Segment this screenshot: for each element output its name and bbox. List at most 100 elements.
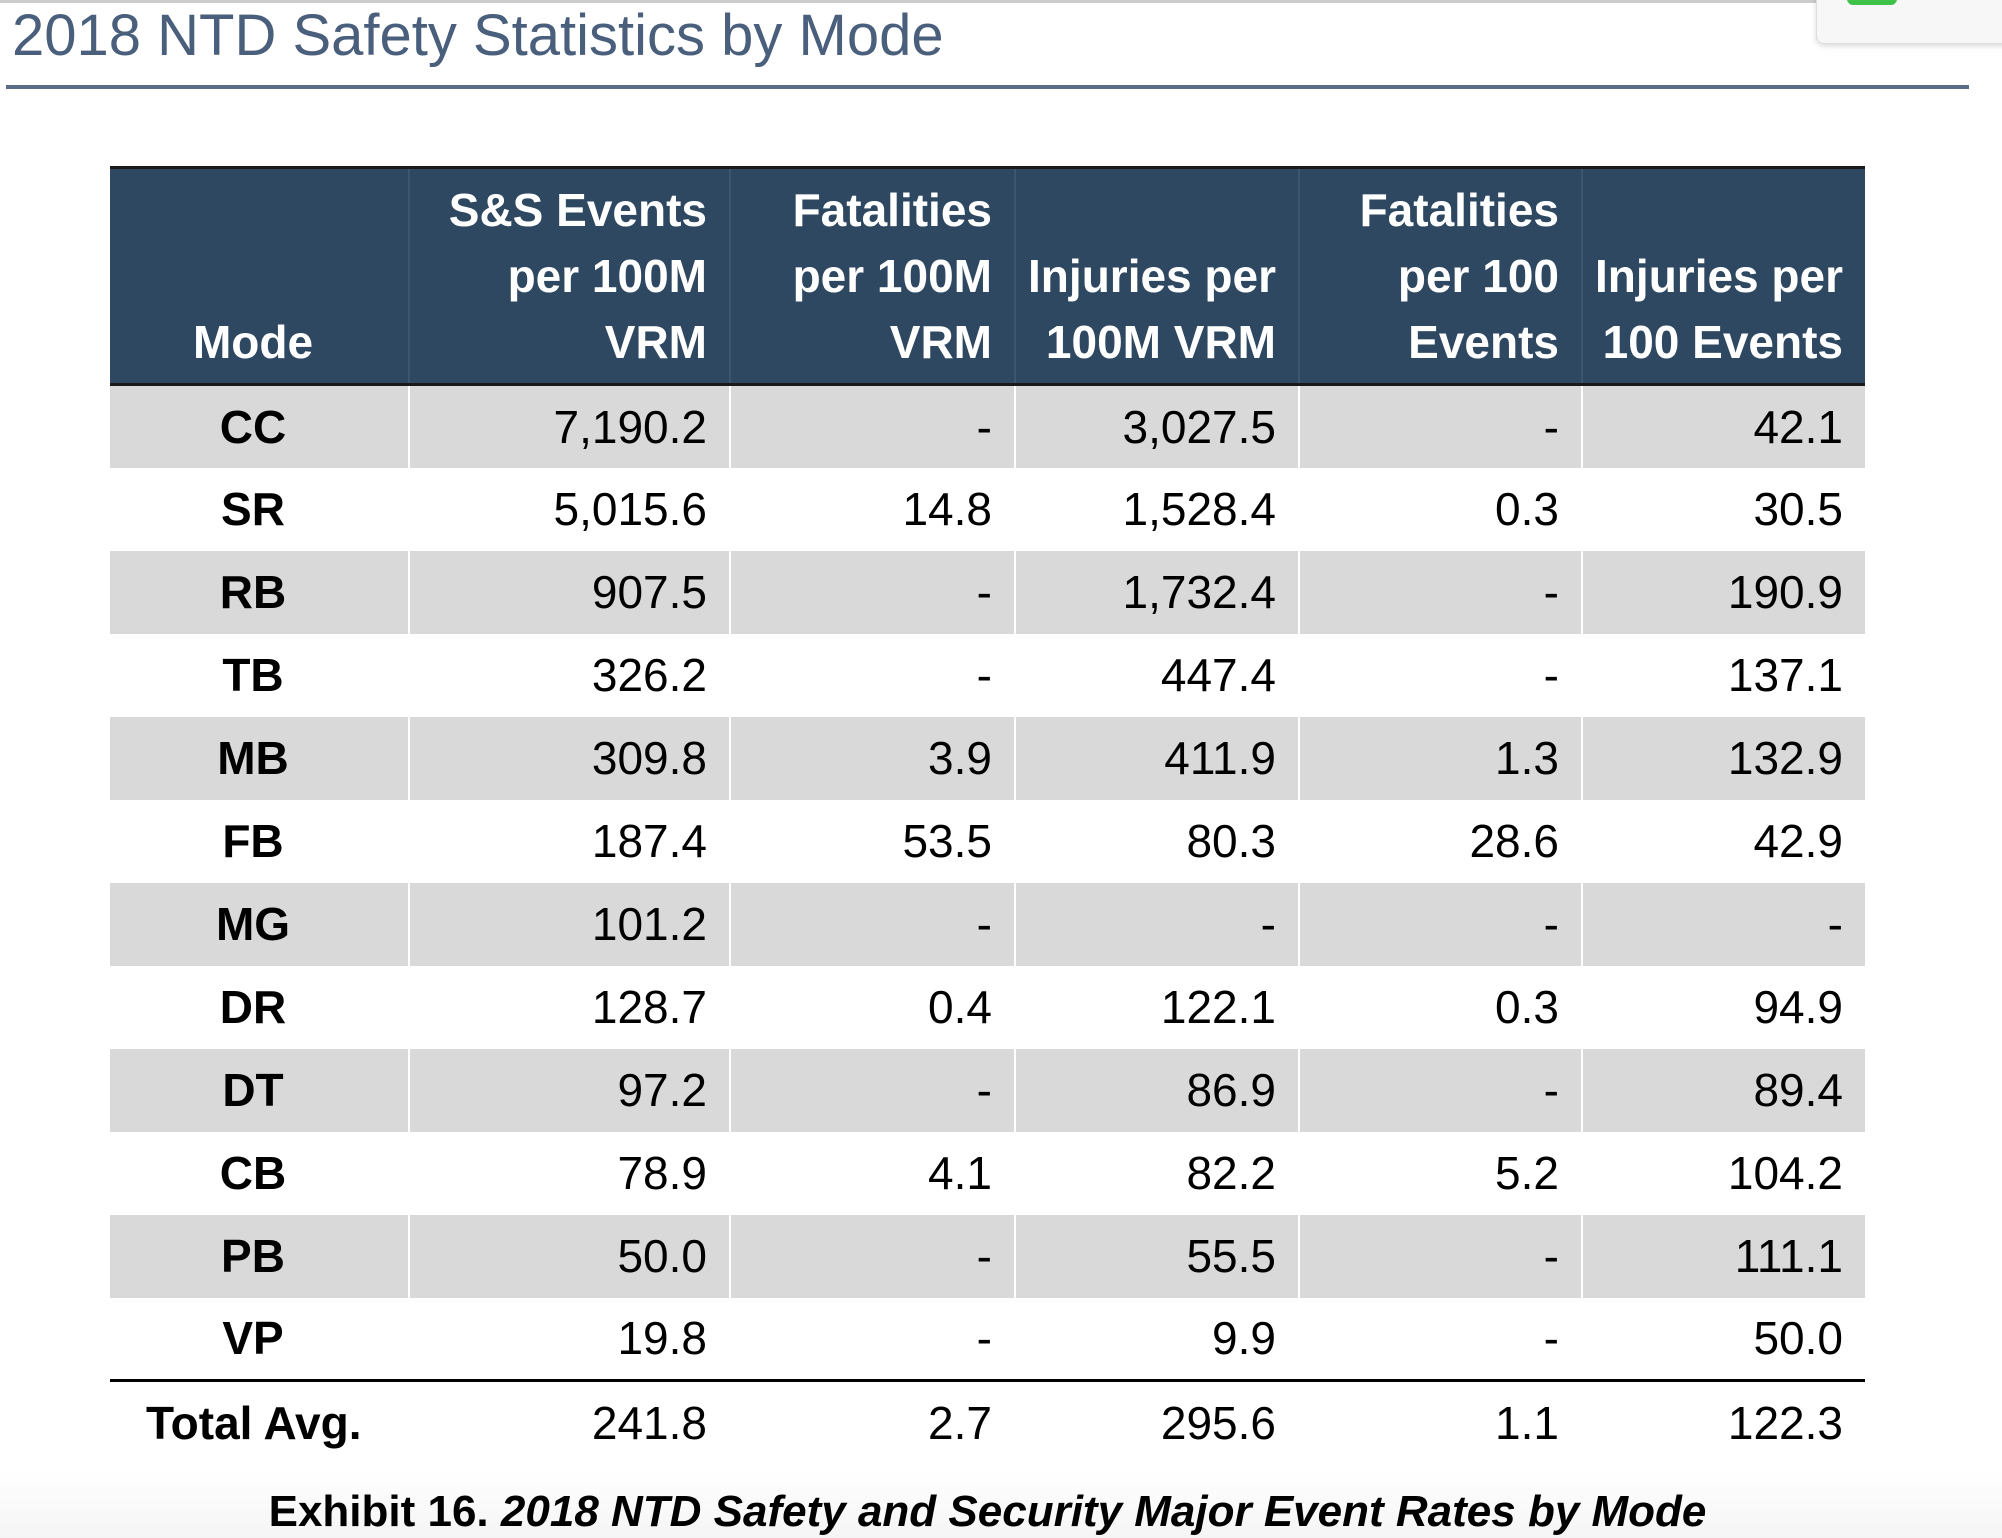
value-cell: 78.9 (408, 1131, 730, 1215)
value-cell: 907.5 (408, 550, 730, 634)
value-cell: 0.3 (1298, 965, 1582, 1049)
value-cell: 1,528.4 (1014, 467, 1299, 551)
value-cell: 411.9 (1014, 716, 1299, 800)
value-cell: 80.3 (1014, 799, 1299, 883)
value-cell: 137.1 (1581, 633, 1865, 717)
header-cell: Fatalities per 100M VRM (729, 166, 1015, 386)
value-cell: 14.8 (729, 467, 1015, 551)
table-row: FB 187.4 53.5 80.3 28.6 42.9 (110, 799, 1865, 883)
value-cell: - (729, 1297, 1015, 1381)
top-rule (0, 0, 1820, 3)
value-cell: 19.8 (408, 1297, 730, 1381)
value-cell: 82.2 (1014, 1131, 1299, 1215)
table-row: RB 907.5-1,732.4-190.9 (110, 550, 1865, 634)
value-cell: 1.3 (1298, 716, 1582, 800)
value-cell: 0.3 (1298, 467, 1582, 551)
value-cell: 122.1 (1014, 965, 1299, 1049)
value-cell: 128.7 (408, 965, 730, 1049)
title-underline (6, 85, 1969, 89)
value-cell: 50.0 (408, 1214, 730, 1298)
value-cell: - (1014, 882, 1299, 966)
value-cell: 53.5 (729, 799, 1015, 883)
table-row: MG 101.2- - - - (110, 882, 1865, 966)
value-cell: 309.8 (408, 716, 730, 800)
table-row: TB 326.2-447.4-137.1 (110, 633, 1865, 717)
table-row: CC 7,190.2-3,027.5-42.1 (110, 384, 1865, 468)
header-cell: S&S Events per 100M VRM (408, 166, 730, 386)
value-cell: 86.9 (1014, 1048, 1299, 1132)
page-title: 2018 NTD Safety Statistics by Mode (12, 3, 944, 68)
value-cell: 94.9 (1581, 965, 1865, 1049)
value-cell: 42.1 (1581, 384, 1865, 468)
mode-cell: MG (110, 882, 409, 966)
value-cell: 97.2 (408, 1048, 730, 1132)
value-cell: 5,015.6 (408, 467, 730, 551)
mode-cell: FB (222, 815, 284, 867)
value-cell: - (1298, 1297, 1582, 1381)
value-cell: 89.4 (1581, 1048, 1865, 1132)
value-cell: - (1298, 1214, 1582, 1298)
value-cell: - (1581, 882, 1865, 966)
caption-text: 2018 NTD Safety and Security Major Event… (500, 1487, 1707, 1536)
mode-cell: DR (219, 981, 287, 1033)
total-value: 1.1 (1298, 1379, 1582, 1464)
value-cell: 1,732.4 (1014, 550, 1299, 634)
value-cell: - (729, 384, 1015, 468)
table-row: PB 50.0-55.5-111.1 (110, 1214, 1865, 1298)
value-cell: - (729, 633, 1015, 717)
value-cell: - (729, 1048, 1015, 1132)
table-body: CC 7,190.2-3,027.5-42.1 SR 5,015.6 14.8 1,528… (110, 384, 1865, 1464)
header-cell: Fatalities per 100 Events (1298, 166, 1582, 386)
value-cell: 447.4 (1014, 633, 1299, 717)
value-cell: 50.0 (1581, 1297, 1865, 1381)
table-row: MB 309.8 3.9 411.9 1.3 132.9 (110, 716, 1865, 800)
value-cell: 104.2 (1581, 1131, 1865, 1215)
safety-table: Mode S&S Events per 100M VRM Fatalities pe… (110, 166, 1865, 1464)
value-cell: 4.1 (729, 1131, 1015, 1215)
value-cell: 190.9 (1581, 550, 1865, 634)
value-cell: - (1298, 882, 1582, 966)
header-cell: Mode (110, 166, 409, 386)
total-label: Total Avg. (110, 1379, 409, 1464)
value-cell: 30.5 (1581, 467, 1865, 551)
caption-label: Exhibit 16. (268, 1487, 489, 1536)
table-row: DR 128.7 0.4 122.1 0.3 94.9 (110, 965, 1865, 1049)
value-cell: 5.2 (1298, 1131, 1582, 1215)
value-cell: 0.4 (729, 965, 1015, 1049)
value-cell: - (1298, 550, 1582, 634)
notification-popup[interactable] (1816, 0, 2002, 44)
value-cell: 326.2 (408, 633, 730, 717)
value-cell: - (1298, 384, 1582, 468)
table-row: SR 5,015.6 14.8 1,528.4 0.3 30.5 (110, 467, 1865, 551)
value-cell: - (729, 882, 1015, 966)
table-row: CB 78.9 4.1 82.2 5.2 104.2 (110, 1131, 1865, 1215)
mode-cell: PB (110, 1214, 409, 1298)
header-cell: Injuries per 100M VRM (1014, 166, 1299, 386)
value-cell: 187.4 (408, 799, 730, 883)
total-row: Total Avg. 241.8 2.7 295.6 1.1 122.3 (110, 1379, 1865, 1464)
mode-cell: RB (110, 550, 409, 634)
mode-cell: CC (110, 384, 409, 468)
value-cell: - (729, 550, 1015, 634)
header-cell: Injuries per 100 Events (1581, 166, 1865, 386)
total-value: 122.3 (1581, 1379, 1865, 1464)
value-cell: 28.6 (1298, 799, 1582, 883)
total-value: 2.7 (729, 1379, 1015, 1464)
total-value: 295.6 (1014, 1379, 1299, 1464)
table-row: DT 97.2-86.9-89.4 (110, 1048, 1865, 1132)
mode-cell: VP (222, 1312, 284, 1365)
mode-cell: TB (222, 649, 284, 701)
value-cell: 55.5 (1014, 1214, 1299, 1298)
value-cell: - (1298, 1048, 1582, 1132)
value-cell: 132.9 (1581, 716, 1865, 800)
popup-badge (1847, 0, 1897, 5)
value-cell: 9.9 (1014, 1297, 1299, 1381)
value-cell: 42.9 (1581, 799, 1865, 883)
value-cell: 111.1 (1581, 1214, 1865, 1298)
value-cell: 101.2 (408, 882, 730, 966)
value-cell: - (1298, 633, 1582, 717)
header-row: Mode S&S Events per 100M VRM Fatalities pe… (110, 166, 1865, 386)
value-cell: 3,027.5 (1014, 384, 1299, 468)
total-value: 241.8 (408, 1379, 730, 1464)
